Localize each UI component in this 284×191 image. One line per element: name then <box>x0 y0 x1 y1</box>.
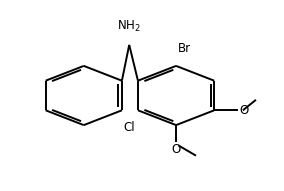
Text: O: O <box>172 143 181 156</box>
Text: Br: Br <box>178 42 191 55</box>
Text: O: O <box>239 104 248 117</box>
Text: Cl: Cl <box>123 121 135 134</box>
Text: NH$_2$: NH$_2$ <box>117 19 141 34</box>
